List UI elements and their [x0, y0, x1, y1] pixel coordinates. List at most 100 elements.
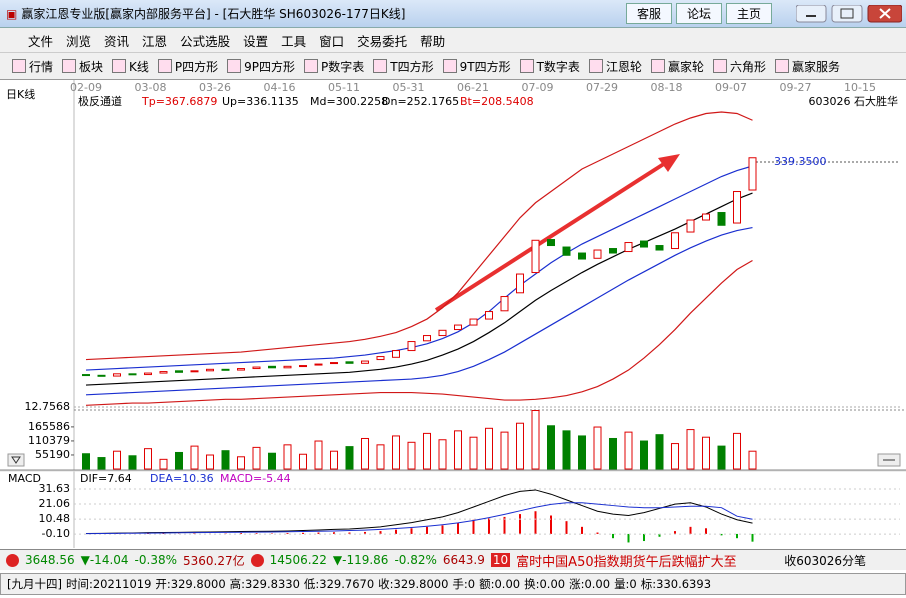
- toolbar-label: 行情: [29, 59, 54, 74]
- candle-body: [531, 239, 540, 274]
- toolbar-label: 六角形: [729, 59, 766, 74]
- scroll-button[interactable]: [7, 453, 25, 467]
- toolbar-label: 赢家服务: [791, 59, 840, 74]
- volume-bar: [206, 454, 214, 470]
- channel-line: [85, 260, 753, 406]
- toolbar-item[interactable]: 9P四方形: [227, 58, 295, 75]
- icon: [12, 59, 26, 73]
- candle-body: [113, 373, 121, 377]
- volume-bar: [686, 429, 695, 470]
- icon: [6, 553, 19, 567]
- candle-body: [454, 324, 462, 331]
- volume-bar: [562, 430, 571, 470]
- candle-body: [392, 350, 400, 358]
- status-field: 收:329.8000: [378, 577, 449, 591]
- icon: [519, 59, 534, 73]
- menu-bar: 文件 浏览 资讯 江恩 公式选股 设置 工具 窗口 交易委托 帮助: [0, 28, 906, 52]
- title-button[interactable]: 客服: [626, 3, 673, 24]
- toolbar-item[interactable]: K线: [112, 58, 149, 75]
- title-button[interactable]: 论坛: [676, 3, 723, 24]
- volume-bar: [376, 444, 385, 470]
- menu-item[interactable]: 资讯: [104, 33, 130, 49]
- candle-body: [748, 157, 757, 191]
- icon: [650, 59, 665, 73]
- annotation-arrow-head: [658, 154, 680, 172]
- menu-item[interactable]: 帮助: [420, 33, 446, 49]
- x-tick-label: 05-31: [393, 81, 425, 94]
- status-field: 涨:0.00: [569, 577, 611, 591]
- stock-name: 603026 石大胜华: [809, 94, 899, 108]
- toolbar-item[interactable]: 9T四方形: [442, 58, 511, 75]
- candle-body: [702, 213, 710, 221]
- toolbar-item[interactable]: T四方形: [373, 58, 434, 75]
- menu-item[interactable]: 公式选股: [180, 33, 231, 49]
- toolbar-item[interactable]: T数字表: [519, 58, 580, 75]
- macd-label: DIF=7.64: [80, 472, 132, 485]
- indicator-value: Tp=367.6879: [141, 95, 217, 108]
- toolbar-label: 赢家轮: [667, 59, 704, 74]
- menu-item[interactable]: 江恩: [142, 33, 168, 49]
- x-tick-label: 05-11: [328, 81, 360, 94]
- icon: [879, 8, 891, 19]
- toolbar-item[interactable]: 赢家服务: [774, 58, 840, 75]
- x-tick-label: 07-29: [586, 81, 618, 94]
- volume-bar: [640, 440, 648, 470]
- toolbar-item[interactable]: 行情: [12, 58, 53, 75]
- channel-line: [85, 111, 753, 361]
- volume-bar: [454, 430, 462, 470]
- toolbar-item[interactable]: P四方形: [157, 58, 218, 75]
- indicator-value: Md=300.2258: [310, 95, 388, 108]
- volume-bar: [392, 435, 400, 470]
- y-tick-label: 21.06: [39, 497, 71, 510]
- minimize-button[interactable]: [796, 5, 827, 23]
- news-ticker[interactable]: 富时中国A50指数期货午后跌幅扩大至: [516, 554, 737, 570]
- status-field: 额:0.00: [479, 577, 521, 591]
- candle-body: [438, 329, 447, 337]
- volume-bar: [345, 446, 354, 470]
- candle-body: [361, 360, 369, 364]
- candle-body: [237, 368, 245, 371]
- toolbar-item[interactable]: 六角形: [712, 58, 766, 75]
- candle-body: [469, 318, 478, 326]
- candle-body: [407, 341, 416, 352]
- quote-value: -0.38%: [134, 553, 177, 567]
- menu-item[interactable]: 设置: [243, 33, 269, 49]
- y-tick-label: 165586: [28, 420, 70, 433]
- menu-item[interactable]: 工具: [281, 33, 307, 49]
- candle-body: [500, 296, 509, 312]
- volume-bar: [717, 445, 726, 470]
- toolbar-item[interactable]: 板块: [62, 58, 103, 75]
- macd-title: MACD: [8, 472, 41, 485]
- candle-body: [128, 373, 137, 376]
- maximize-button[interactable]: [831, 5, 863, 23]
- volume-bar: [671, 443, 679, 470]
- volume-bar: [702, 436, 710, 470]
- toolbar-item[interactable]: 赢家轮: [650, 58, 704, 75]
- indicator-value: Dn=252.1765: [382, 95, 459, 108]
- macd-label: DEA=10.36: [150, 472, 214, 485]
- candle-body: [640, 240, 648, 248]
- indicator-value: Up=336.1135: [222, 95, 299, 108]
- candle-body: [82, 374, 90, 377]
- x-tick-label: 03-08: [135, 81, 167, 94]
- menu-item[interactable]: 交易委托: [357, 33, 408, 49]
- toolbar-item[interactable]: 江恩轮: [588, 58, 642, 75]
- volume-bar: [314, 440, 323, 470]
- icon: [11, 456, 21, 464]
- menu-item[interactable]: 浏览: [66, 33, 92, 49]
- icon: [588, 59, 603, 73]
- menu-item[interactable]: 窗口: [319, 33, 345, 49]
- icon: [112, 59, 127, 73]
- volume-bar: [593, 426, 602, 470]
- candle-body: [562, 246, 571, 256]
- candle-body: [655, 245, 664, 251]
- status-field: [九月十四]: [7, 577, 62, 591]
- title-button[interactable]: 主页: [726, 3, 773, 24]
- menu-item[interactable]: 文件: [28, 33, 54, 49]
- toolbar-label: T四方形: [390, 59, 434, 74]
- volume-bar: [97, 457, 106, 470]
- icon: [774, 59, 789, 73]
- tick-link[interactable]: 收603026分笔: [784, 553, 866, 568]
- toolbar-item[interactable]: P数字表: [304, 58, 364, 75]
- volume-bar: [299, 453, 307, 470]
